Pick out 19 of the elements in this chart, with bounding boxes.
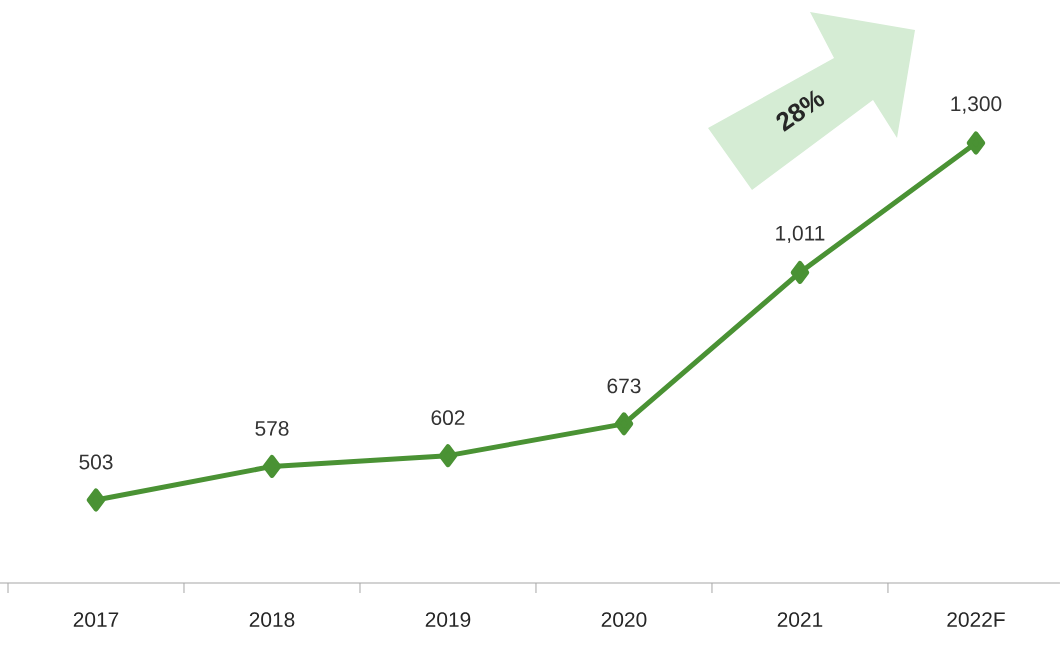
point: [790, 260, 810, 284]
x-tick-label: 2019: [425, 612, 471, 627]
point: [614, 412, 634, 436]
point: [262, 454, 282, 478]
x-tick-label: 2018: [249, 612, 295, 627]
point: [86, 488, 106, 512]
data-label: 602: [431, 410, 465, 426]
x-tick-label: 2017: [73, 612, 119, 627]
x-tick-label: 2020: [601, 612, 647, 627]
x-tick-label: 2021: [777, 612, 823, 627]
data-label: 503: [79, 454, 113, 470]
data-label: 1,300: [951, 96, 1002, 114]
text: 28%: [776, 90, 825, 132]
data-label: 578: [255, 421, 289, 436]
x-tick-label: 2022F: [947, 612, 1005, 627]
data-label: 673: [607, 378, 641, 394]
data-label: 1,011: [776, 225, 825, 244]
point: [438, 444, 458, 468]
point: [966, 131, 986, 155]
